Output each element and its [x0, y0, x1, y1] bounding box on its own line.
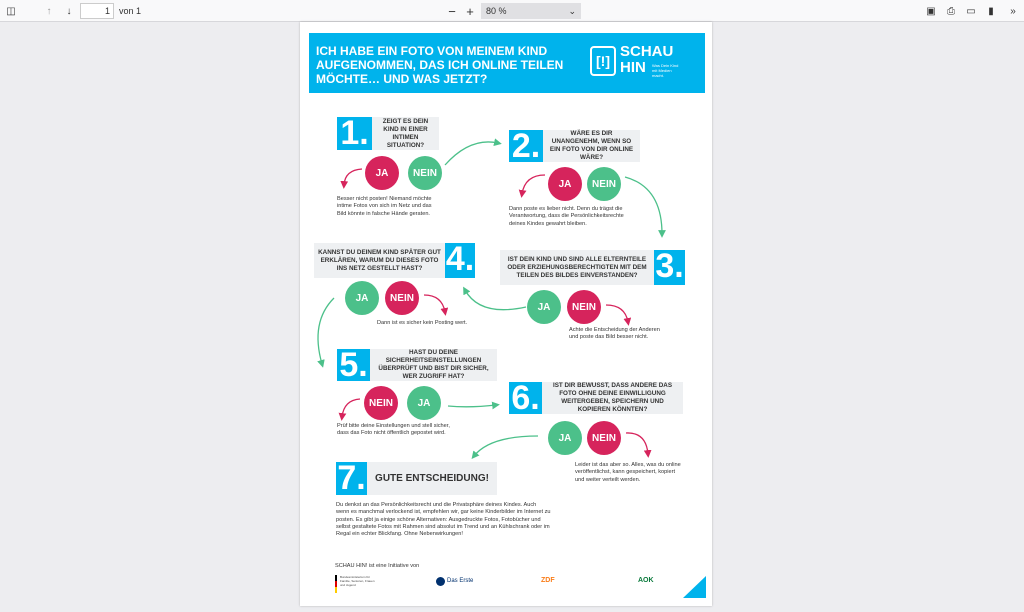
poster-title: ICH HABE EIN FOTO VON MEINEM KIND AUFGEN…: [316, 44, 564, 86]
step-6-ja: JA: [548, 421, 582, 455]
step-3-ja: JA: [527, 290, 561, 324]
das-erste-logo-icon: [436, 577, 445, 586]
step-4-ja: JA: [345, 281, 379, 315]
bmfsfj-flag-icon: [335, 575, 337, 593]
step-3-note: Achte die Entscheidung der Anderen und p…: [569, 327, 660, 341]
partner-aok: AOK: [638, 577, 654, 584]
step-5-number: 5.: [337, 348, 370, 382]
step-6-question: IST DIR BEWUSST, DASS ANDERE DAS FOTO OH…: [542, 382, 683, 414]
step-1-number: 1.: [337, 116, 372, 150]
step-1-nein: NEIN: [408, 156, 442, 190]
chevron-down-icon: ⌄: [568, 5, 576, 16]
page-total-label: von 1: [118, 6, 142, 16]
arrow-3-ja: [463, 286, 527, 311]
initiative-label: SCHAU HIN! ist eine Initiative von: [335, 563, 420, 569]
arrow-2-nein: [624, 176, 666, 238]
arrow-3-nein: [605, 304, 632, 326]
bookmark-icon[interactable]: ▮: [988, 5, 994, 17]
presentation-icon[interactable]: ▣: [926, 5, 936, 17]
partner-zdf: ZDF: [541, 577, 555, 584]
step-6-number: 6.: [509, 381, 542, 415]
pdf-page: ICH HABE EIN FOTO VON MEINEM KIND AUFGEN…: [300, 22, 712, 606]
step-4-question: KANNST DU DEINEM KIND SPÄTER GUT ERKLÄRE…: [314, 243, 445, 278]
step-2-note: Dann poste es lieber nicht. Denn du träg…: [509, 206, 624, 227]
logo-text: SCHAU HIN: [620, 44, 673, 76]
step-1-note: Besser nicht posten! Niemand möchte inti…: [337, 196, 432, 217]
arrow-6-ja: [471, 435, 539, 460]
step-2-number: 2.: [509, 129, 543, 163]
logo-line1: SCHAU: [620, 43, 674, 60]
open-file-icon[interactable]: ▭: [966, 5, 976, 17]
step-2-ja: JA: [548, 167, 582, 201]
step-3-question: IST DEIN KIND UND SIND ALLE ELTERNTEILE …: [500, 250, 654, 285]
step-5-ja: JA: [407, 386, 441, 420]
step-7-heading: GUTE ENTSCHEIDUNG!: [367, 462, 497, 495]
step-3-nein: NEIN: [567, 290, 601, 324]
step-2-question: WÄRE ES DIR UNANGENEHM, WENN SO EIN FOTO…: [543, 130, 640, 162]
zoom-value: 80 %: [486, 6, 507, 16]
schau-hin-logo-mark: [!]: [590, 46, 616, 76]
step-6-note: Leider ist das aber so. Alles, was du on…: [575, 462, 681, 483]
step-5-note: Prüf bitte deine Einstellungen und stell…: [337, 423, 450, 437]
sidebar-toggle-icon[interactable]: ◫: [6, 5, 16, 17]
corner-triangle: [683, 576, 706, 598]
pdf-toolbar: ◫ ↑ ↓ von 1 − + 80 % ⌄ ▣ ⎙ ▭ ▮ »: [0, 0, 1024, 22]
step-4-number: 4.: [445, 240, 475, 278]
arrow-5-nein: [338, 398, 361, 421]
arrow-4-ja: [317, 297, 335, 368]
step-3-number: 3.: [654, 247, 685, 285]
step-1-ja: JA: [365, 156, 399, 190]
arrow-4-nein: [423, 294, 449, 316]
print-icon[interactable]: ⎙: [947, 5, 955, 17]
zoom-out-icon[interactable]: −: [448, 3, 456, 19]
partner-das-erste: Das Erste: [447, 578, 474, 584]
step-4-nein: NEIN: [385, 281, 419, 315]
arrow-1-nein: [444, 138, 502, 166]
partner-bmfsfj: Bundesministerium für Familie, Senioren,…: [340, 575, 375, 587]
zoom-in-icon[interactable]: +: [466, 3, 474, 19]
step-7-number: 7.: [336, 459, 367, 497]
arrow-1-ja: [340, 168, 363, 189]
step-6-nein: NEIN: [587, 421, 621, 455]
arrow-5-ja: [447, 401, 500, 410]
zoom-select[interactable]: 80 % ⌄: [481, 3, 581, 19]
logo-line2: HIN: [620, 59, 646, 76]
flow-arrows: [317, 138, 706, 598]
arrow-up-icon[interactable]: ↑: [46, 5, 52, 17]
arrow-down-icon[interactable]: ↓: [66, 5, 72, 17]
step-7-note: Du denkst an das Persönlichkeitsrecht un…: [336, 502, 551, 538]
arrow-2-ja: [518, 174, 546, 198]
step-1-question: ZEIGT ES DEIN KIND IN EINER INTIMEN SITU…: [372, 117, 439, 150]
step-5-question: HAST DU DEINE SICHERHEITSEINSTELLUNGEN Ü…: [370, 349, 497, 381]
step-4-note: Dann ist es sicher kein Posting wert.: [377, 320, 468, 326]
poster-header: [309, 33, 705, 93]
arrow-6-nein: [625, 432, 652, 458]
page-number-input[interactable]: [80, 3, 114, 19]
more-tools-icon[interactable]: »: [1010, 5, 1016, 17]
step-2-nein: NEIN: [587, 167, 621, 201]
step-5-nein: NEIN: [364, 386, 398, 420]
logo-tagline: Was Dein Kind mit Medien macht.: [652, 63, 679, 78]
